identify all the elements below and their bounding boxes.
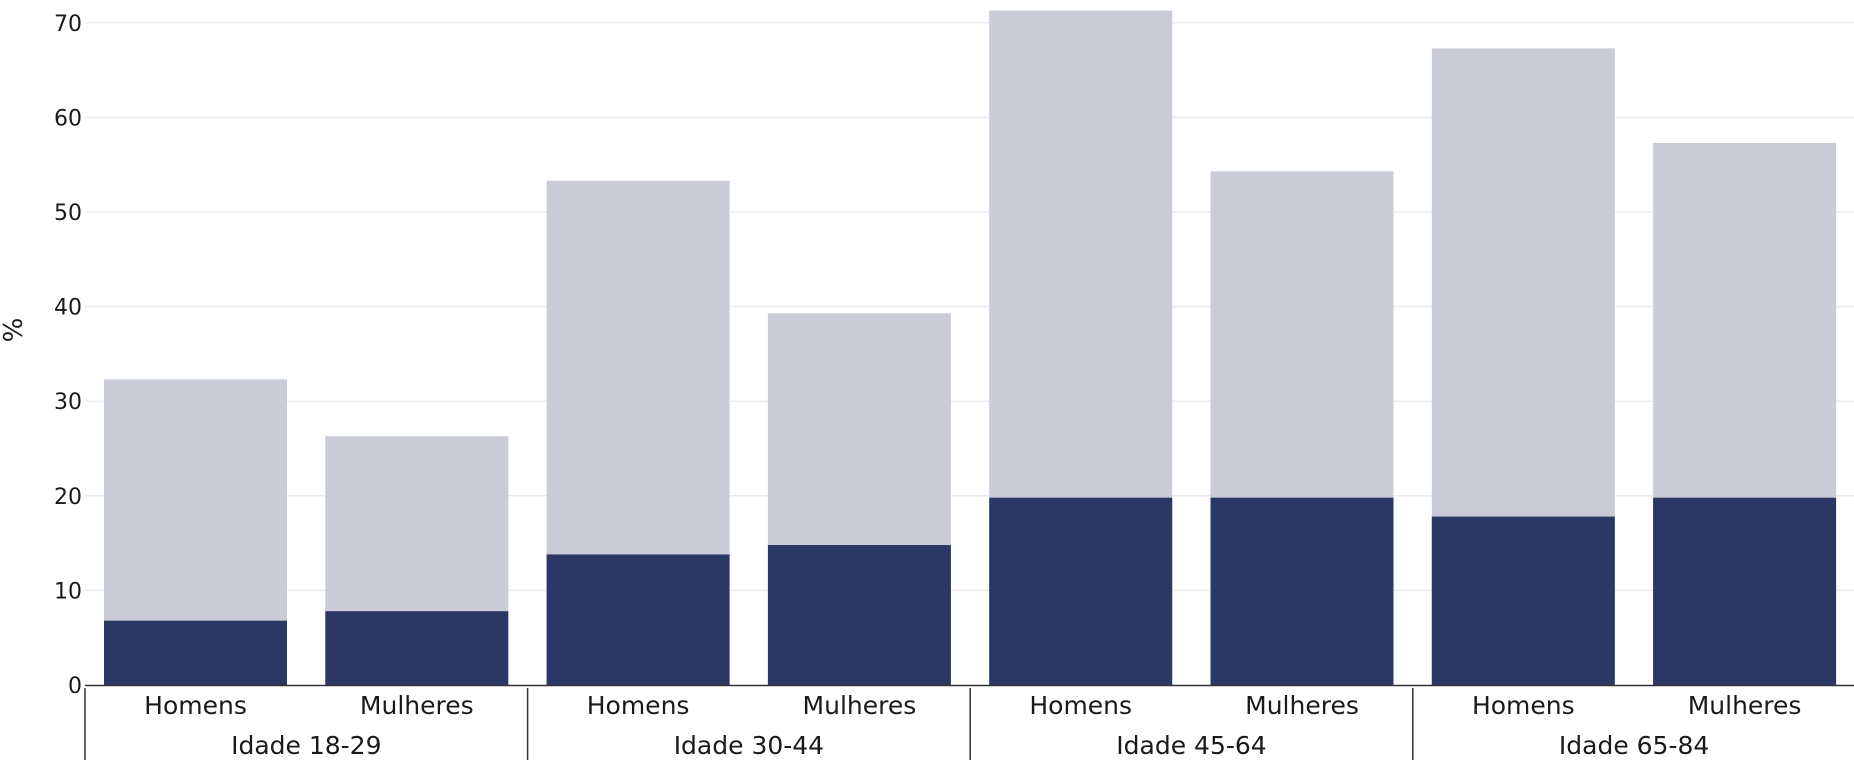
bar-dark <box>1653 497 1837 685</box>
x-tick-label: Homens <box>1472 691 1575 720</box>
bar-dark <box>1210 497 1394 685</box>
x-tick-label: Mulheres <box>1688 691 1802 720</box>
bar-dark <box>989 497 1173 685</box>
x-tick-label: Homens <box>1029 691 1132 720</box>
y-axis: 0 10 20 30 40 50 60 70 <box>54 12 82 699</box>
x-tick-label: Mulheres <box>360 691 474 720</box>
x-tick-label: Homens <box>587 691 690 720</box>
x-tick-label: Mulheres <box>803 691 917 720</box>
y-tick-label: 0 <box>68 674 82 699</box>
bars <box>104 10 1837 686</box>
x-tick-label: Homens <box>144 691 247 720</box>
y-tick-label: 70 <box>54 12 82 37</box>
y-tick-label: 40 <box>54 296 82 321</box>
bar-dark <box>767 544 951 685</box>
y-tick-label: 50 <box>54 201 82 226</box>
y-tick-label: 20 <box>54 485 82 510</box>
group-label: Idade 30-44 <box>674 731 824 760</box>
group-label: Idade 18-29 <box>231 731 381 760</box>
y-tick-label: 30 <box>54 390 82 415</box>
group-label: Idade 65-84 <box>1559 731 1709 760</box>
bar-dark <box>546 554 730 685</box>
bar-dark <box>1431 516 1615 685</box>
bar-dark <box>104 620 287 685</box>
y-tick-label: 60 <box>54 106 82 131</box>
bar-dark <box>325 611 509 685</box>
x-axis: Homens Mulheres Homens Mulheres Homens Mulher… <box>84 688 1802 760</box>
y-tick-label: 10 <box>54 579 82 604</box>
group-label: Idade 45-64 <box>1116 731 1266 760</box>
y-axis-title: % <box>0 318 29 343</box>
x-tick-label: Mulheres <box>1245 691 1359 720</box>
